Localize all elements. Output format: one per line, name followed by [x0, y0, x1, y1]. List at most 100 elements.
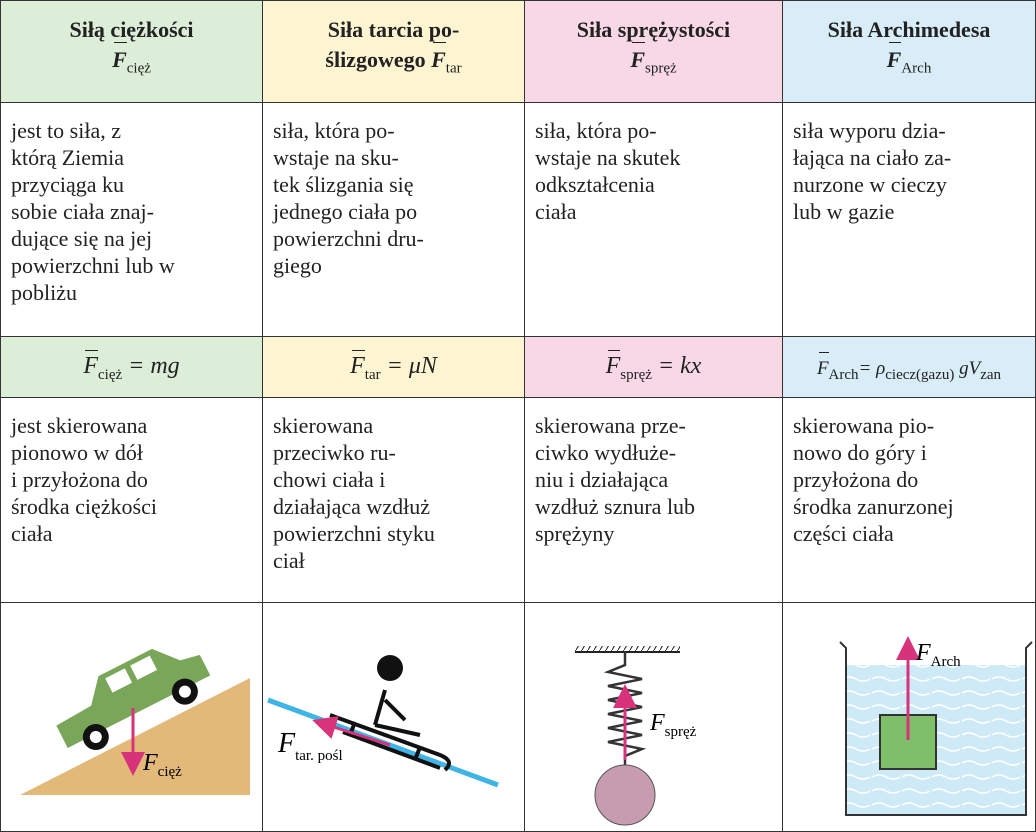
header-symbol: FArch	[783, 42, 1035, 83]
header-text: Siłą ciężkości	[69, 17, 194, 42]
text-line: ciwko wydłuże-	[535, 440, 677, 465]
header-cell: Siła Archimedesa FArch	[783, 0, 1036, 103]
definition-cell: siła, która po-wstaje na skutek odkształc…	[525, 103, 783, 337]
formula-cell: Ftar = μN	[263, 337, 525, 398]
ceiling	[575, 646, 680, 652]
formula-text: = mg	[122, 353, 180, 379]
text-line: łająca na ciało za-	[793, 145, 952, 170]
header-title: Siła sprężystości	[525, 15, 782, 45]
text-line: ciał	[273, 548, 305, 573]
text-line: odkształcenia	[535, 172, 655, 197]
beaker	[839, 641, 1033, 816]
symbol-sub: cięż	[126, 60, 151, 77]
body	[879, 714, 937, 770]
text-line: przeciwko ru-	[273, 440, 396, 465]
force-label: FArch	[915, 640, 961, 670]
header-text: Siła sprężystości	[576, 17, 731, 42]
text-line: przyłożona do	[793, 467, 919, 492]
formula-cell: Fcięż = mg	[0, 337, 263, 398]
text-line: środka ciężkości	[11, 494, 157, 519]
text-line: powierzchni dru-	[273, 226, 424, 251]
text-line: jest skierowana	[11, 413, 148, 438]
text-line: ciała	[535, 199, 577, 224]
text-line: skierowana prze-	[535, 413, 686, 438]
formula-sub: Arch	[828, 366, 859, 383]
formula-sub: zan	[980, 366, 1002, 383]
header-symbol: Fcięż	[1, 42, 262, 83]
text-line: działająca wzdłuż	[273, 494, 430, 519]
ball	[594, 764, 656, 826]
text-line: dujące się na jej	[11, 226, 153, 251]
head	[377, 655, 403, 681]
text-line: ciała	[11, 521, 53, 546]
symbol: Ftar	[431, 42, 462, 76]
header-cell: Siłą ciężkości Fcięż	[0, 0, 263, 103]
formula-text: F	[83, 350, 98, 379]
symbol: FArch	[887, 42, 931, 76]
header-title: Siłą ciężkości	[1, 15, 262, 45]
text-line: skierowana	[273, 413, 374, 438]
header-cell: Siła sprężystości Fspręż	[525, 0, 783, 103]
text-line: części ciała	[793, 521, 894, 546]
symbol-sub: tar	[445, 60, 462, 77]
force-label: Fcięż	[142, 750, 182, 780]
text-line: siła, która po-	[535, 118, 657, 143]
text-line: środka zanurzonej	[793, 494, 954, 519]
formula-text: F	[605, 350, 621, 379]
direction-cell: jest skierowana pionowo w dół i przyłożona…	[0, 398, 263, 603]
car	[56, 648, 211, 751]
text-line: niu i działająca	[535, 467, 669, 492]
text-line: którą Ziemia	[11, 145, 125, 170]
header-cell: Siła tarcia po-ślizgowego Ftar	[263, 0, 525, 103]
direction-cell: skierowana przeciwko ru-chowi ciała i dzia…	[263, 398, 525, 603]
text-line: wstaje na skutek	[535, 145, 681, 170]
header-text: Siła Archimedesa	[827, 17, 991, 42]
text-line: sobie ciała znaj-	[11, 199, 154, 224]
text-line: powierzchni lub w	[11, 253, 175, 278]
direction-cell: skierowana pio-nowo do góry i przyłożona …	[783, 398, 1036, 603]
text-line: pobliżu	[11, 280, 77, 305]
formula-text: F	[817, 352, 829, 382]
force-arrow	[312, 716, 391, 747]
text-line: jest to siła, z	[11, 118, 121, 143]
text-line: wstaje na sku-	[273, 145, 399, 170]
formula-text: = ρ	[858, 358, 886, 379]
force-label: Ftar. pośl	[277, 728, 343, 764]
formula-text: F	[350, 350, 365, 379]
text-line: tek ślizgania się	[273, 172, 414, 197]
formula-text: gV	[954, 358, 981, 379]
text-line: powierzchni styku	[273, 521, 435, 546]
header-title: ślizgowego Ftar	[263, 42, 524, 83]
text-line: nowo do góry i	[793, 440, 927, 465]
definition-cell: jest to siła, z którą Ziemia przyciąga ku s…	[0, 103, 263, 337]
formula-sub: tar	[364, 366, 381, 383]
text-line: skierowana pio-	[793, 413, 935, 438]
symbol-sub: spręż	[645, 60, 677, 77]
header-symbol: Fspręż	[525, 42, 782, 83]
text-line: wzdłuż sznura lub	[535, 494, 696, 519]
text-line: i przyłożona do	[11, 467, 148, 492]
formula-cell: Fspręż = kx	[525, 337, 783, 398]
symbol-base: F	[112, 42, 127, 75]
symbol: Fcięż	[112, 42, 151, 76]
text-line: nurzone w cieczy	[793, 172, 947, 197]
formula-cell: FArch= ρciecz(gazu) gVzan	[783, 337, 1036, 398]
force-label: Fspręż	[649, 710, 697, 740]
text-line: siła, która po-	[273, 118, 395, 143]
symbol-base: F	[630, 42, 645, 75]
text-line: jednego ciała po	[273, 199, 418, 224]
text-line: przyciąga ku	[11, 172, 124, 197]
slope	[20, 678, 250, 795]
header-text: ślizgowego	[325, 47, 426, 72]
symbol-sub: Arch	[901, 60, 932, 77]
text-line: giego	[273, 253, 322, 278]
text-line: chowi ciała i	[273, 467, 386, 492]
formula-text: = kx	[651, 353, 702, 379]
header-title: Siła Archimedesa	[783, 15, 1035, 45]
text-line: sprężyny	[535, 521, 615, 546]
formula-sub: ciecz(gazu)	[885, 366, 955, 383]
symbol-base: F	[431, 42, 446, 75]
symbol-base: F	[887, 42, 901, 75]
formula-sub: cięż	[98, 366, 123, 383]
